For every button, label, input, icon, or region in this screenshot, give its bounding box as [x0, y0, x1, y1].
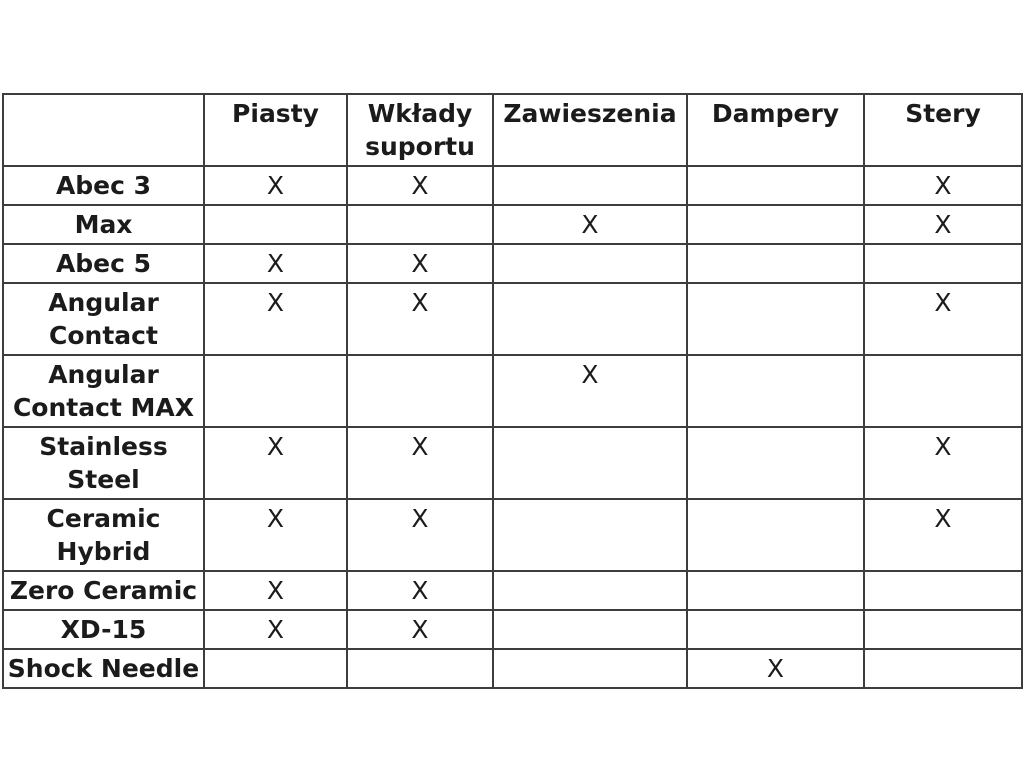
empty-cell: [492, 282, 688, 356]
row-label: Angular Contact: [2, 282, 205, 356]
empty-cell: [686, 354, 865, 428]
empty-cell: [686, 165, 865, 206]
empty-cell: [203, 354, 348, 428]
mark-cell: X: [863, 204, 1023, 245]
table-row: Zero Ceramic X X: [2, 570, 1023, 611]
empty-cell: [686, 282, 865, 356]
column-header: Piasty: [203, 93, 348, 167]
mark-cell: X: [492, 354, 688, 428]
empty-cell: [863, 648, 1023, 689]
mark-cell: X: [346, 165, 494, 206]
mark-cell: X: [346, 243, 494, 284]
mark-cell: X: [346, 609, 494, 650]
empty-cell: [203, 204, 348, 245]
empty-cell: [863, 243, 1023, 284]
row-label: Shock Needle: [2, 648, 205, 689]
table-row: Ceramic Hybrid X X X: [2, 498, 1023, 572]
mark-cell: X: [203, 570, 348, 611]
empty-cell: [346, 204, 494, 245]
mark-cell: X: [203, 609, 348, 650]
column-header: Wkłady suportu: [346, 93, 494, 167]
mark-cell: X: [203, 165, 348, 206]
mark-cell: X: [346, 498, 494, 572]
mark-cell: X: [203, 498, 348, 572]
column-header: Dampery: [686, 93, 865, 167]
table-row: Shock Needle X: [2, 648, 1023, 689]
empty-cell: [686, 498, 865, 572]
mark-cell: X: [492, 204, 688, 245]
empty-cell: [492, 609, 688, 650]
corner-cell: [2, 93, 205, 167]
column-header: Zawieszenia: [492, 93, 688, 167]
empty-cell: [686, 609, 865, 650]
table-row: Angular Contact X X X: [2, 282, 1023, 356]
row-label: Ceramic Hybrid: [2, 498, 205, 572]
empty-cell: [492, 243, 688, 284]
table-row: Stainless Steel X X X: [2, 426, 1023, 500]
mark-cell: X: [863, 165, 1023, 206]
mark-cell: X: [863, 282, 1023, 356]
mark-cell: X: [863, 426, 1023, 500]
empty-cell: [863, 570, 1023, 611]
row-label: Zero Ceramic: [2, 570, 205, 611]
row-label: Max: [2, 204, 205, 245]
mark-cell: X: [203, 243, 348, 284]
empty-cell: [686, 426, 865, 500]
empty-cell: [492, 498, 688, 572]
empty-cell: [686, 570, 865, 611]
header-row: Piasty Wkłady suportu Zawieszenia Dampery St…: [2, 93, 1023, 167]
mark-cell: X: [203, 426, 348, 500]
empty-cell: [686, 204, 865, 245]
column-header: Stery: [863, 93, 1023, 167]
empty-cell: [346, 354, 494, 428]
empty-cell: [203, 648, 348, 689]
empty-cell: [863, 354, 1023, 428]
empty-cell: [492, 570, 688, 611]
empty-cell: [686, 243, 865, 284]
row-label: Abec 5: [2, 243, 205, 284]
row-label: Angular Contact MAX: [2, 354, 205, 428]
table-row: XD-15 X X: [2, 609, 1023, 650]
row-label: Abec 3: [2, 165, 205, 206]
table-row: Max X X: [2, 204, 1023, 245]
row-label: XD-15: [2, 609, 205, 650]
empty-cell: [492, 648, 688, 689]
empty-cell: [492, 426, 688, 500]
empty-cell: [346, 648, 494, 689]
mark-cell: X: [346, 282, 494, 356]
empty-cell: [492, 165, 688, 206]
row-label: Stainless Steel: [2, 426, 205, 500]
mark-cell: X: [346, 570, 494, 611]
compatibility-table: Piasty Wkłady suportu Zawieszenia Dampery St…: [2, 93, 1023, 689]
compatibility-table-wrap: Piasty Wkłady suportu Zawieszenia Dampery St…: [2, 93, 1023, 689]
empty-cell: [863, 609, 1023, 650]
mark-cell: X: [686, 648, 865, 689]
mark-cell: X: [346, 426, 494, 500]
mark-cell: X: [203, 282, 348, 356]
mark-cell: X: [863, 498, 1023, 572]
table-row: Angular Contact MAX X: [2, 354, 1023, 428]
